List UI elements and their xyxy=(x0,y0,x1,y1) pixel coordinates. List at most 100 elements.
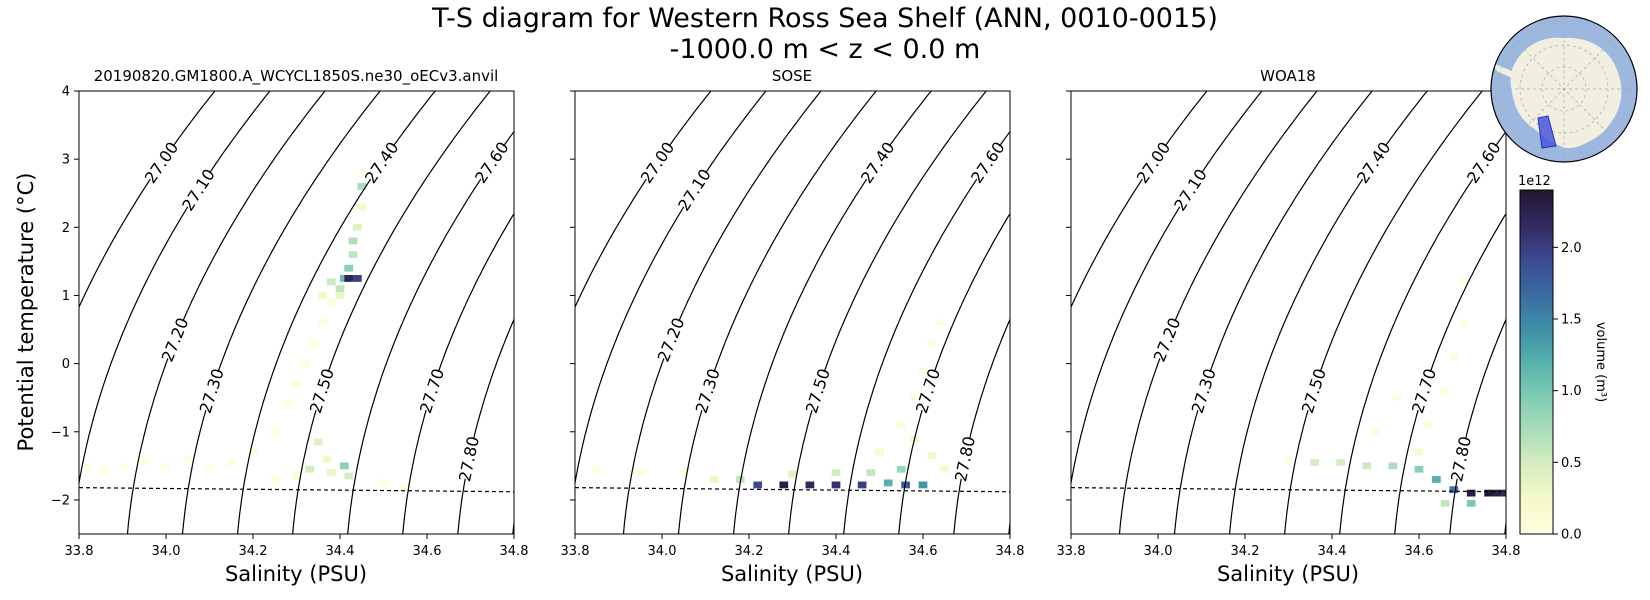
contour-label-mask xyxy=(473,140,511,185)
contour-label: 27.50 xyxy=(802,366,834,415)
heatmap-cell xyxy=(1414,465,1424,473)
heatmap-cell xyxy=(226,459,236,466)
contour-label: 27.60 xyxy=(471,138,513,187)
heatmap-cell xyxy=(1371,428,1380,436)
heatmap-cell xyxy=(161,462,171,470)
y-tick-label: −1 xyxy=(51,425,70,440)
contour-label-mask xyxy=(655,317,687,362)
contour-label: 27.80 xyxy=(951,435,979,484)
isopycnal-contour xyxy=(677,91,877,534)
heatmap-cell xyxy=(344,275,354,282)
heatmap-cell xyxy=(1466,499,1476,507)
heatmap-cell xyxy=(918,367,928,374)
x-axis-label-woa18: Salinity (PSU) xyxy=(1217,562,1359,586)
contour-label-mask xyxy=(142,141,181,185)
x-tick-label: 34.4 xyxy=(326,544,355,559)
isopycnal-contour xyxy=(1008,516,1010,534)
x-tick-label: 34.6 xyxy=(413,544,442,559)
contour-label-mask xyxy=(693,369,723,413)
contour-label-mask xyxy=(859,140,897,185)
x-tick-label: 34.4 xyxy=(822,544,851,559)
colorbar-exponent: 1e12 xyxy=(1518,174,1551,189)
contour-label: 27.40 xyxy=(857,138,899,187)
heatmap-cell xyxy=(309,339,319,347)
x-tick-label: 33.8 xyxy=(65,544,94,559)
contour-label: 27.10 xyxy=(1170,165,1211,214)
x-tick-label: 34.2 xyxy=(1231,544,1260,559)
heatmap-cell xyxy=(709,476,719,483)
y-tick-label: 1 xyxy=(62,289,70,304)
heatmap-cell xyxy=(348,251,358,258)
contour-label: 27.50 xyxy=(1298,366,1330,415)
heatmap-cell xyxy=(1414,448,1424,456)
freezing-line xyxy=(1071,487,1506,493)
heatmap-cell xyxy=(927,452,937,460)
heatmap-cell xyxy=(1484,489,1493,497)
heatmap-cell xyxy=(927,339,937,347)
heatmap-cell xyxy=(283,401,293,408)
heatmap-cell xyxy=(779,481,789,489)
heatmap-cell xyxy=(318,319,327,327)
heatmap-cell xyxy=(348,237,358,245)
heatmap-cell xyxy=(805,481,815,489)
contour-label: 27.60 xyxy=(967,138,1009,187)
isopycnal-contour xyxy=(512,516,514,534)
heatmap-cell xyxy=(1362,462,1372,470)
colorbar-gradient xyxy=(1519,189,1554,535)
isopycnal-contour xyxy=(1228,91,1428,534)
contour-label: 27.30 xyxy=(196,366,228,415)
heatmap-cell xyxy=(379,479,388,487)
heatmap-cell xyxy=(896,465,906,473)
heatmap-cell xyxy=(322,455,332,463)
heatmap-cell xyxy=(1466,489,1476,497)
heatmap-cell xyxy=(1423,421,1433,429)
contour-label-mask xyxy=(952,437,978,481)
contour-label-mask xyxy=(1409,369,1439,413)
heatmap-cell xyxy=(353,223,362,231)
panel-title-model: 20190820.GM1800.A_WCYCL1850S.ne30_oECv3.… xyxy=(94,67,499,86)
heatmap-cell xyxy=(335,292,345,299)
heatmap-cell xyxy=(300,360,310,368)
map-antarctic-peninsula xyxy=(1491,62,1514,78)
isopycnal-contour xyxy=(79,91,271,487)
y-tick-label: 3 xyxy=(62,153,70,168)
heatmap-cell xyxy=(831,469,841,477)
colorbar-tick-label: 0.0 xyxy=(1561,528,1582,543)
heatmap-cell xyxy=(753,481,763,489)
contour-label: 27.30 xyxy=(1188,366,1220,415)
contour-label: 27.50 xyxy=(306,366,338,415)
x-tick-label: 34.6 xyxy=(1405,544,1434,559)
contour-label: 27.70 xyxy=(912,366,944,415)
heatmap-cell xyxy=(1388,462,1398,470)
isopycnal-contour xyxy=(1063,71,1279,555)
isopycnal-contour xyxy=(953,318,1010,534)
contour-label-mask xyxy=(1172,168,1209,212)
heatmap-cell xyxy=(940,465,950,473)
heatmap-cell xyxy=(1501,489,1506,497)
heatmap-cell xyxy=(1492,489,1502,497)
isopycnal-contour xyxy=(575,91,767,487)
contour-label-mask xyxy=(1134,141,1173,185)
x-tick-label: 34.0 xyxy=(152,544,181,559)
isopycnal-contour xyxy=(1118,91,1318,534)
heatmap-cell xyxy=(788,470,797,478)
contour-label-mask xyxy=(1189,369,1219,413)
contour-label: 27.00 xyxy=(637,138,679,187)
contour-label-mask xyxy=(803,369,833,413)
contour-label: 27.40 xyxy=(361,138,403,187)
heatmap-cell xyxy=(1392,394,1402,402)
heatmap-cell xyxy=(83,462,93,470)
heatmap-cell xyxy=(326,469,336,477)
heatmap-cell xyxy=(344,472,354,480)
heatmap-cell xyxy=(679,469,689,477)
heatmap-cell xyxy=(1440,387,1450,395)
contour-label-mask xyxy=(1151,317,1183,362)
contour-label-mask xyxy=(1299,369,1329,413)
contour-label-mask xyxy=(363,140,401,185)
freezing-line xyxy=(79,487,514,493)
x-tick-label: 34.8 xyxy=(1492,544,1521,559)
colorbar-tick-label: 1.0 xyxy=(1561,384,1582,399)
isopycnal-contour xyxy=(291,91,491,534)
isopycnal-contour xyxy=(787,91,987,534)
